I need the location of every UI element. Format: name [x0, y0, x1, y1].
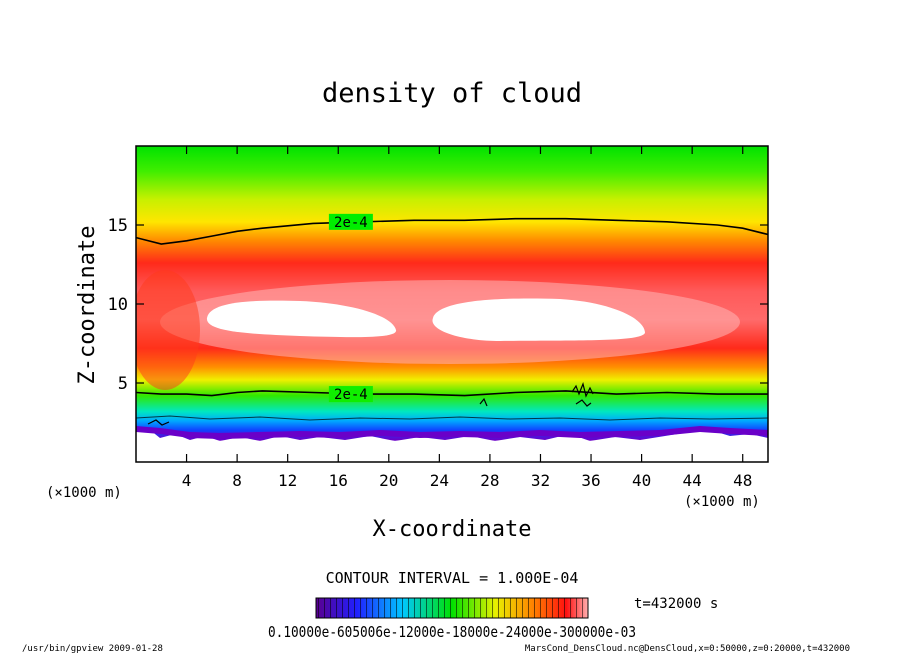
y-tick-label: 5: [118, 374, 128, 394]
x-tick-label: 28: [480, 471, 499, 490]
x-tick-label: 48: [733, 471, 752, 490]
y-axis-label: Z-coordinate: [75, 226, 100, 385]
x-tick-label: 32: [531, 471, 550, 490]
x-tick-label: 8: [232, 471, 242, 490]
time-label: t=432000 s: [634, 596, 718, 612]
x-axis-ticks: 4 8 12 16 20 24 28 32 36 40 44 48: [182, 146, 752, 490]
y-axis-ticks: 5 10 15: [108, 216, 768, 394]
max-region-right: [432, 298, 645, 341]
footer-right: MarsCond_DensCloud.nc@DensCloud,x=0:5000…: [525, 644, 850, 654]
contour-noise-cluster: [147, 382, 594, 426]
bottom-ragged-edge: [136, 430, 768, 462]
x-unit-right: (×1000 m): [684, 494, 760, 510]
contour-label-bg-lower: [328, 386, 373, 403]
contour-interval-text: CONTOUR INTERVAL = 1.000E-04: [326, 569, 579, 587]
contour-label-bg-upper: [328, 213, 373, 230]
colorbar-frame: [315, 597, 589, 619]
contour-2e-4-lower: [136, 390, 768, 397]
contour-2e-4-upper: [136, 217, 768, 245]
colorbar: [315, 597, 589, 619]
x-tick-label: 16: [329, 471, 348, 490]
contour-label-lower: 2e-4: [334, 387, 368, 403]
y-tick-label: 15: [108, 216, 128, 236]
x-tick-label: 24: [430, 471, 449, 490]
x-tick-label: 40: [632, 471, 651, 490]
x-tick-label: 4: [182, 471, 192, 490]
x-axis-label: X-coordinate: [373, 517, 532, 542]
x-tick-label: 36: [581, 471, 600, 490]
colorbar-labels: 0.10000e-605006e-12000e-18000e-24000e-30…: [268, 623, 636, 641]
x-tick-label: 20: [379, 471, 398, 490]
max-region-left: [206, 300, 397, 338]
contour-label-upper: 2e-4: [334, 215, 368, 231]
colorbar-stripes: [316, 598, 588, 618]
x-unit-left: (×1000 m): [46, 485, 122, 501]
x-tick-label: 12: [278, 471, 297, 490]
contour-low-level-line: [136, 415, 768, 421]
core-highlight-left-edge: [136, 270, 200, 390]
x-tick-label: 44: [683, 471, 702, 490]
violet-band: [136, 426, 768, 439]
footer-left: /usr/bin/gpview 2009-01-28: [22, 644, 163, 654]
y-tick-label: 10: [108, 295, 128, 315]
chart-title: density of cloud: [322, 78, 582, 109]
plot-area: 2e-4 2e-4: [136, 146, 768, 462]
